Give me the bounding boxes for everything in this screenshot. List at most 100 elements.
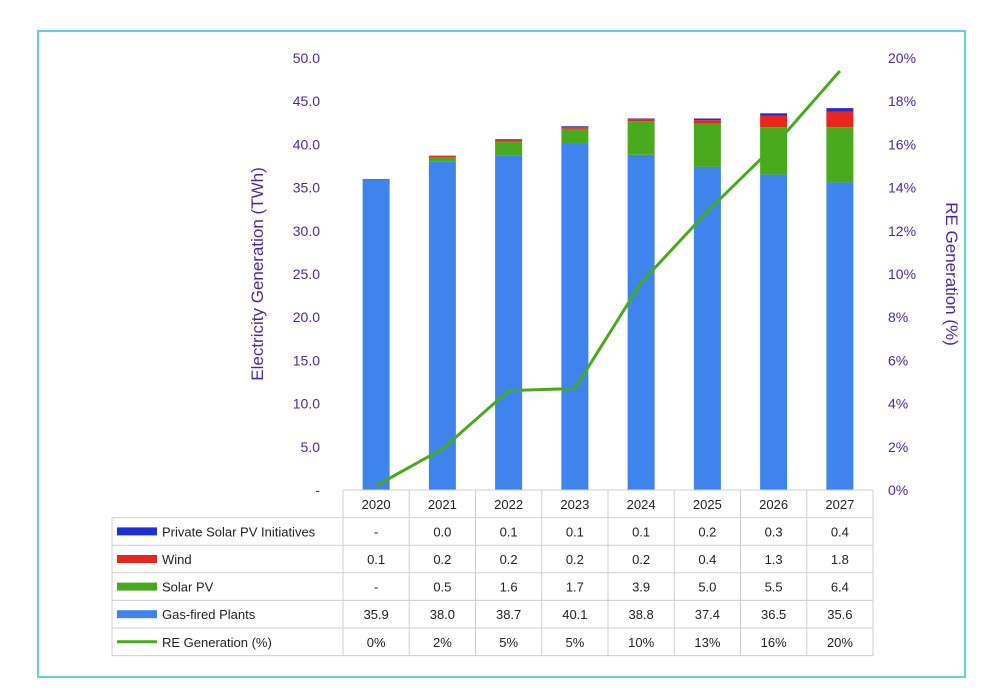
data-label: - <box>374 580 378 595</box>
y-tick-label: 15.0 <box>293 352 320 368</box>
bar-segment <box>362 179 390 490</box>
bar-segment <box>561 127 589 129</box>
bar-segment <box>760 115 788 128</box>
x-tick-label: 2022 <box>494 497 523 512</box>
x-tick-label: 2026 <box>759 497 788 512</box>
data-label: 5% <box>565 635 584 650</box>
legend-label: RE Generation (%) <box>162 635 272 650</box>
data-label: 20% <box>827 635 853 650</box>
legend-label: Wind <box>162 552 192 567</box>
bar-segment <box>561 128 589 144</box>
bar-segment <box>627 154 655 490</box>
data-label: 0% <box>367 635 386 650</box>
y-right-tick-label: 4% <box>888 396 908 412</box>
bar-segment <box>495 141 523 156</box>
bar-segment <box>693 123 721 167</box>
bar-segment <box>760 113 788 116</box>
bar-segment <box>428 157 456 162</box>
re-generation-line <box>375 69 842 487</box>
data-label: 0.4 <box>698 552 716 567</box>
bar-segment <box>826 182 854 490</box>
data-label: 1.3 <box>765 552 783 567</box>
data-label: 1.7 <box>566 580 584 595</box>
data-label: - <box>374 524 378 539</box>
bar-segment <box>561 126 589 128</box>
y-axis-title: Electricity Generation (TWh) <box>248 167 267 381</box>
data-label: 0.1 <box>632 524 650 539</box>
data-label: 38.0 <box>430 607 455 622</box>
data-label: 1.8 <box>831 552 849 567</box>
bar-segment <box>428 155 456 158</box>
y-tick-label: 25.0 <box>293 266 320 282</box>
data-label: 35.6 <box>827 607 852 622</box>
bar-segment <box>826 127 854 183</box>
y-tick-label: 5.0 <box>301 439 321 455</box>
bar-segment <box>495 139 523 141</box>
legend-key <box>117 610 157 619</box>
legend-label: Private Solar PV Initiatives <box>162 524 316 539</box>
y-right-tick-label: 20% <box>888 50 916 66</box>
y-right-tick-label: 10% <box>888 266 916 282</box>
y-tick-label: 30.0 <box>293 223 320 239</box>
bar-segment <box>561 143 589 490</box>
y-tick-label: 40.0 <box>293 136 320 152</box>
y-right-axis-title: RE Generation (%) <box>942 202 961 346</box>
bar-segment <box>693 118 721 121</box>
y-tick-label: 45.0 <box>293 93 320 109</box>
data-label: 0.3 <box>765 524 783 539</box>
bar-segment <box>627 118 655 120</box>
data-label: 0.5 <box>433 580 451 595</box>
bar-segment <box>627 121 655 155</box>
x-tick-label: 2027 <box>825 497 854 512</box>
y-right-tick-label: 2% <box>888 439 908 455</box>
data-label: 40.1 <box>562 607 587 622</box>
bar-segment <box>627 119 655 122</box>
data-label: 10% <box>628 635 654 650</box>
data-label: 0.2 <box>433 552 451 567</box>
data-label: 0.2 <box>698 524 716 539</box>
legend-label: Solar PV <box>162 580 214 595</box>
data-label: 6.4 <box>831 580 849 595</box>
x-tick-label: 2025 <box>693 497 722 512</box>
y-right-tick-label: 18% <box>888 93 916 109</box>
data-label: 0.1 <box>566 524 584 539</box>
data-label: 38.7 <box>496 607 521 622</box>
bar-segment <box>362 178 390 180</box>
data-label: 1.6 <box>500 580 518 595</box>
y-right-tick-label: 12% <box>888 223 916 239</box>
data-label: 35.9 <box>363 607 388 622</box>
bar-segment <box>428 161 456 490</box>
legend-key <box>117 555 157 563</box>
data-label: 0.2 <box>566 552 584 567</box>
data-label: 0.2 <box>632 552 650 567</box>
y-tick-label: 20.0 <box>293 309 320 325</box>
data-label: 5.0 <box>698 580 716 595</box>
x-tick-label: 2020 <box>362 497 391 512</box>
x-tick-label: 2021 <box>428 497 457 512</box>
data-label: 0.1 <box>367 552 385 567</box>
data-label: 37.4 <box>695 607 720 622</box>
bar-segment <box>495 140 523 142</box>
x-tick-label: 2023 <box>560 497 589 512</box>
bar-segment <box>495 155 523 490</box>
bar-segment <box>760 174 788 490</box>
legend-label: Gas-fired Plants <box>162 607 256 622</box>
data-label: 5% <box>499 635 518 650</box>
legend-key <box>117 527 157 536</box>
y-right-tick-label: 0% <box>888 482 908 498</box>
bar-segment <box>826 108 854 112</box>
data-label: 36.5 <box>761 607 786 622</box>
y-right-tick-label: 14% <box>888 180 916 196</box>
data-label: 0.4 <box>831 524 849 539</box>
data-label: 0.2 <box>500 552 518 567</box>
legend-key <box>117 582 157 591</box>
data-label: 5.5 <box>765 580 783 595</box>
data-label: 16% <box>761 635 787 650</box>
data-label: 13% <box>694 635 720 650</box>
data-label: 0.1 <box>500 524 518 539</box>
data-label: 2% <box>433 635 452 650</box>
bar-segment <box>826 111 854 128</box>
y-right-tick-label: 6% <box>888 352 908 368</box>
data-label: 0.0 <box>433 524 451 539</box>
bar-segment <box>693 120 721 124</box>
